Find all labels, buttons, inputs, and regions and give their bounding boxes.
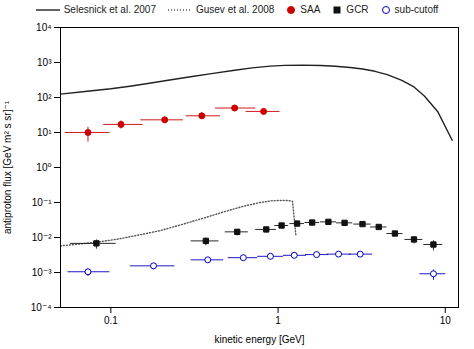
svg-text:10³: 10³	[37, 57, 52, 68]
svg-text:10⁰: 10⁰	[36, 162, 51, 173]
html-text:SAA: SAA	[300, 4, 321, 15]
svg-text:antiproton flux [GeV m² s sr]⁻: antiproton flux [GeV m² s sr]⁻¹	[2, 100, 13, 234]
html-text:Selesnick et al. 2007: Selesnick et al. 2007	[63, 4, 156, 15]
html-text:GCR: GCR	[346, 4, 369, 15]
svg-text:10: 10	[440, 315, 452, 326]
html-text:sub-cutoff: sub-cutoff	[394, 4, 439, 15]
svg-text:0.1: 0.1	[104, 315, 118, 326]
svg-text:1: 1	[275, 315, 281, 326]
svg-text:10⁴: 10⁴	[36, 22, 51, 33]
html-text:Gusev et al. 2008: Gusev et al. 2008	[196, 4, 275, 15]
svg-text:10⁻¹: 10⁻¹	[32, 197, 52, 208]
svg-text:10¹: 10¹	[37, 127, 52, 138]
svg-text:10⁻³: 10⁻³	[32, 267, 52, 278]
svg-text:kinetic energy [GeV]: kinetic energy [GeV]	[214, 334, 304, 345]
svg-text:10⁻²: 10⁻²	[32, 232, 52, 243]
svg-text:10²: 10²	[37, 92, 52, 103]
svg-text:10⁻⁴: 10⁻⁴	[31, 302, 52, 313]
